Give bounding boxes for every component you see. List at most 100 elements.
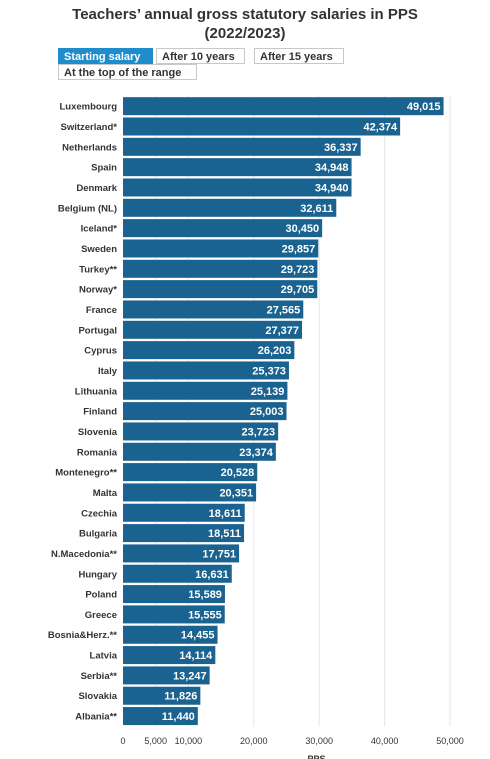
category-label: Bosnia&Herz.** bbox=[48, 630, 117, 641]
value-label: 11,826 bbox=[164, 691, 197, 703]
x-tick-label: 20,000 bbox=[240, 736, 268, 746]
bar bbox=[123, 300, 304, 319]
category-label: Denmark bbox=[76, 183, 117, 194]
value-label: 17,751 bbox=[202, 548, 236, 560]
x-tick-label: 10,000 bbox=[175, 736, 203, 746]
bar bbox=[123, 605, 225, 624]
bar bbox=[123, 503, 245, 522]
value-label: 49,015 bbox=[407, 101, 441, 113]
x-tick-label: 50,000 bbox=[436, 736, 464, 746]
category-label: Belgium (NL) bbox=[58, 203, 117, 214]
bar bbox=[123, 544, 240, 563]
bar bbox=[123, 259, 318, 278]
value-label: 15,555 bbox=[188, 609, 222, 621]
bar bbox=[123, 219, 323, 238]
x-tick-label: 5,000 bbox=[144, 736, 167, 746]
bar bbox=[123, 341, 295, 360]
category-label: Hungary bbox=[78, 569, 117, 580]
category-label: Norway* bbox=[79, 285, 117, 296]
bar bbox=[123, 158, 352, 177]
category-label: Cyprus bbox=[84, 346, 117, 357]
bar bbox=[123, 524, 245, 543]
category-label: Netherlands bbox=[62, 142, 117, 153]
category-label: Iceland* bbox=[81, 224, 118, 235]
category-label: Serbia** bbox=[81, 671, 118, 682]
bar bbox=[123, 117, 401, 136]
value-label: 18,511 bbox=[208, 528, 241, 540]
bar bbox=[123, 381, 288, 400]
bar bbox=[123, 585, 225, 604]
bar bbox=[123, 198, 337, 217]
category-label: Slovenia bbox=[78, 427, 118, 438]
value-label: 16,631 bbox=[195, 569, 229, 581]
value-label: 20,351 bbox=[219, 487, 253, 499]
category-label: Romania bbox=[77, 447, 118, 458]
bar bbox=[123, 646, 216, 665]
value-label: 14,114 bbox=[179, 650, 213, 662]
category-label: Portugal bbox=[78, 325, 117, 336]
value-label: 27,565 bbox=[267, 304, 301, 316]
category-label: Montenegro** bbox=[55, 468, 117, 479]
category-label: Lithuania bbox=[75, 386, 118, 397]
x-tick-label: 30,000 bbox=[305, 736, 333, 746]
bar bbox=[123, 280, 318, 299]
value-label: 25,003 bbox=[250, 406, 284, 418]
bar bbox=[123, 402, 287, 421]
value-label: 26,203 bbox=[258, 345, 292, 357]
tab-top-of-range[interactable]: At the top of the range bbox=[58, 64, 197, 80]
value-label: 25,373 bbox=[252, 365, 286, 377]
chart-title: Teachers’ annual gross statutory salarie… bbox=[0, 5, 490, 43]
value-label: 32,611 bbox=[300, 203, 333, 215]
category-label: Albania** bbox=[75, 712, 117, 723]
value-label: 36,337 bbox=[324, 142, 358, 154]
value-label: 30,450 bbox=[285, 223, 319, 235]
bar bbox=[123, 137, 361, 156]
tab-after-15-years[interactable]: After 15 years bbox=[254, 48, 344, 64]
category-label: Slovakia bbox=[78, 691, 117, 702]
bar bbox=[123, 666, 210, 685]
bar bbox=[123, 239, 319, 258]
bar bbox=[123, 422, 279, 441]
category-label: Czechia bbox=[81, 508, 118, 519]
category-label: Malta bbox=[93, 488, 118, 499]
chart-title-line1: Teachers’ annual gross statutory salarie… bbox=[72, 6, 418, 23]
value-label: 23,374 bbox=[239, 447, 274, 459]
value-label: 11,440 bbox=[162, 711, 195, 723]
category-label: Switzerland* bbox=[61, 122, 118, 133]
category-label: Poland bbox=[85, 590, 117, 601]
value-label: 29,723 bbox=[281, 264, 315, 276]
bar bbox=[123, 178, 352, 197]
bar bbox=[123, 483, 257, 502]
category-label: N.Macedonia** bbox=[51, 549, 117, 560]
tab-after-10-years[interactable]: After 10 years bbox=[156, 48, 245, 64]
value-label: 27,377 bbox=[265, 325, 299, 337]
bar bbox=[123, 442, 276, 461]
category-label: Turkey** bbox=[79, 264, 117, 275]
category-label: Italy bbox=[98, 366, 118, 377]
value-label: 15,589 bbox=[188, 589, 222, 601]
value-label: 23,723 bbox=[241, 426, 275, 438]
value-label: 20,528 bbox=[221, 467, 255, 479]
bar bbox=[123, 625, 218, 644]
chart-title-line2: (2022/2023) bbox=[204, 25, 286, 42]
value-label: 18,611 bbox=[209, 508, 242, 520]
tab-starting-salary[interactable]: Starting salary bbox=[58, 48, 153, 64]
bar bbox=[123, 564, 232, 583]
value-label: 29,705 bbox=[281, 284, 315, 296]
value-label: 42,374 bbox=[363, 121, 398, 133]
bar bbox=[123, 97, 444, 116]
value-label: 13,247 bbox=[173, 670, 207, 682]
value-label: 34,940 bbox=[315, 182, 349, 194]
category-label: Finland bbox=[83, 407, 117, 418]
category-label: Spain bbox=[91, 163, 117, 174]
bar bbox=[123, 361, 289, 380]
category-label: Latvia bbox=[90, 651, 118, 662]
category-label: Greece bbox=[85, 610, 117, 621]
x-axis-label: PPS bbox=[307, 754, 325, 759]
x-tick-label: 0 bbox=[120, 736, 125, 746]
value-label: 29,857 bbox=[282, 243, 316, 255]
category-label: Bulgaria bbox=[79, 529, 118, 540]
bar bbox=[123, 320, 303, 339]
category-label: France bbox=[86, 305, 117, 316]
